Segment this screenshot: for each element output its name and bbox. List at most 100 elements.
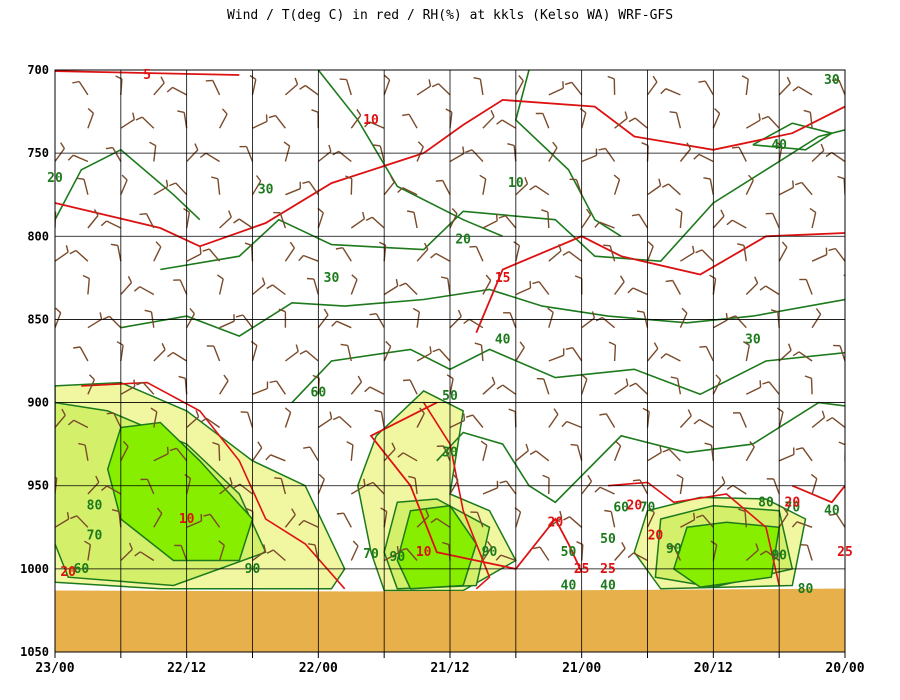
wind-barb-flag <box>457 309 462 317</box>
temperature-contour-label: 15 <box>495 271 511 286</box>
wind-barb <box>844 393 845 395</box>
wind-barb <box>743 245 747 262</box>
wind-barb-flag <box>529 450 537 456</box>
wind-barb-flag <box>693 418 700 425</box>
wind-barb-flag <box>463 318 470 325</box>
wind-barb-flag <box>631 213 640 217</box>
rh-contour-label: 60 <box>74 562 90 577</box>
wind-barb <box>55 94 56 95</box>
wind-barb-flag <box>429 346 432 354</box>
wind-barb <box>539 546 550 561</box>
wind-barb-flag <box>636 310 645 313</box>
wind-barb <box>810 378 813 395</box>
wind-barb <box>613 179 621 195</box>
wind-barb <box>379 145 385 162</box>
wind-barb-flag <box>284 407 292 413</box>
wind-barb-flag <box>519 341 525 348</box>
wind-barb <box>699 418 714 429</box>
wind-barb-flag <box>676 474 684 479</box>
wind-barb-flag <box>709 274 716 280</box>
wind-barb-flag <box>362 211 366 219</box>
wind-barb-flag <box>419 407 425 414</box>
wind-barb <box>482 546 493 561</box>
wind-barb <box>679 415 692 428</box>
wind-barb-flag <box>758 113 761 121</box>
wind-barb <box>613 344 617 362</box>
rh-contour-label: 80 <box>798 582 814 597</box>
wind-barb-flag <box>178 375 186 379</box>
rh-contour <box>436 401 845 504</box>
wind-barb-flag <box>317 207 324 214</box>
wind-barb <box>246 412 254 428</box>
wind-barb <box>604 147 616 162</box>
wind-barb <box>141 116 155 129</box>
wind-barb-flag <box>629 382 637 388</box>
wind-barb <box>811 416 825 429</box>
wind-barb <box>731 219 747 229</box>
y-tick-label: 850 <box>27 312 49 326</box>
wind-barb <box>504 215 517 229</box>
wind-barb <box>186 149 199 162</box>
wind-barb <box>219 320 235 329</box>
wind-barb <box>745 119 761 129</box>
wind-barb <box>679 312 688 328</box>
wind-barb-flag <box>133 286 141 292</box>
wind-barb-flag <box>149 141 157 147</box>
x-tick-label: 20/00 <box>825 661 864 676</box>
wind-barb-flag <box>563 516 570 521</box>
rh-contour-label: 60 <box>311 386 327 401</box>
wind-barb-flag <box>809 207 817 213</box>
wind-barb <box>350 444 354 461</box>
wind-barb-flag <box>217 274 224 280</box>
wind-barb <box>153 411 158 428</box>
wind-barb <box>443 445 451 462</box>
wind-barb-flag <box>328 144 332 152</box>
wind-barb-flag <box>403 379 411 382</box>
wind-barb <box>614 548 626 561</box>
wind-barb <box>472 414 484 428</box>
wind-barb-flag <box>378 241 386 246</box>
wind-barb <box>55 518 70 528</box>
wind-barb-flag <box>613 174 620 181</box>
wind-barb <box>350 114 362 129</box>
wind-barb <box>350 485 366 495</box>
wind-barb-flag <box>762 381 770 385</box>
wind-barb <box>79 346 89 362</box>
wind-barb-flag <box>127 275 133 283</box>
wind-barb-flag <box>721 476 726 484</box>
wind-barb-flag <box>741 75 749 80</box>
wind-barb-flag <box>759 285 767 291</box>
wind-barb <box>543 378 550 395</box>
wind-barb <box>673 545 682 561</box>
wind-barb <box>515 80 524 96</box>
wind-barb-flag <box>810 473 818 480</box>
y-tick-label: 750 <box>27 146 49 160</box>
wind-barb <box>778 513 789 528</box>
wind-barb-flag <box>211 176 219 180</box>
wind-barb-flag <box>686 142 692 150</box>
wind-barb <box>438 83 451 96</box>
wind-barb-flag <box>37 450 43 453</box>
rh-contour <box>160 129 845 271</box>
wind-barb <box>120 446 129 462</box>
wind-barb <box>303 519 319 528</box>
wind-barb <box>284 145 291 162</box>
wind-barb-flag <box>311 109 319 113</box>
wind-barb-flag <box>747 174 754 181</box>
wind-barb <box>350 279 358 295</box>
rh-contour-label: 30 <box>442 445 458 460</box>
wind-barb <box>55 251 69 262</box>
wind-barb-flag <box>692 245 695 253</box>
wind-barb-flag <box>666 545 674 548</box>
wind-barb-flag <box>562 81 564 89</box>
rh-contour-label: 90 <box>666 542 682 557</box>
wind-barb <box>55 125 56 129</box>
wind-barb-flag <box>659 445 662 453</box>
wind-barb <box>284 412 292 428</box>
wind-barb-flag <box>480 440 488 446</box>
temperature-contour-label: 20 <box>648 529 664 544</box>
wind-barb-flag <box>513 241 520 247</box>
wind-barb <box>704 80 714 96</box>
wind-barb-flag <box>499 480 507 484</box>
wind-barb-flag <box>331 320 338 327</box>
